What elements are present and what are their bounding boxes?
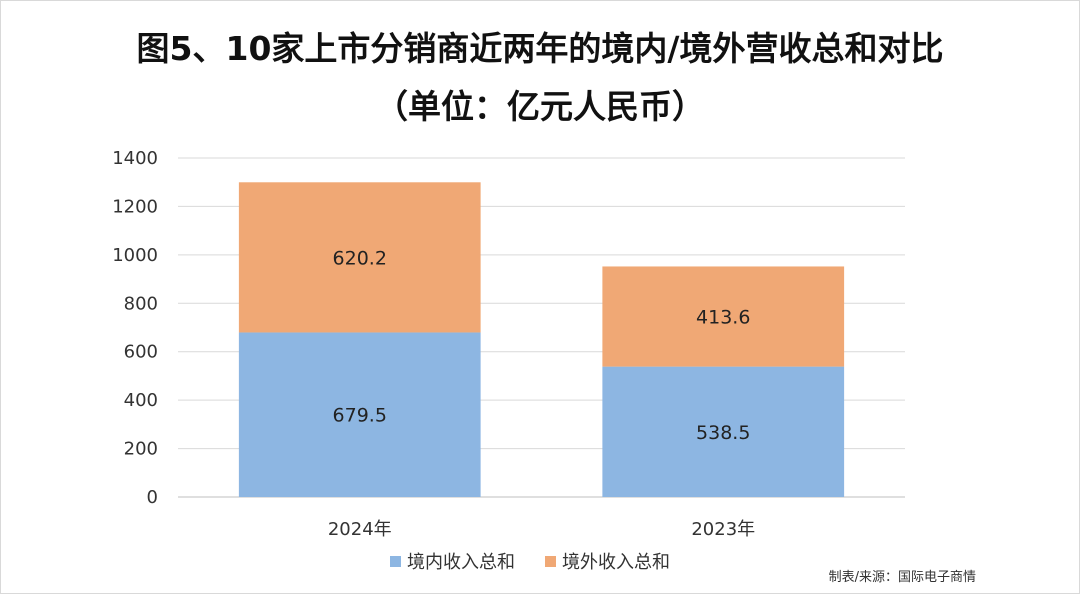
y-tick-label: 800: [124, 293, 158, 314]
y-tick-label: 400: [124, 390, 158, 411]
x-category-label: 2024年: [328, 519, 392, 540]
data-label-domestic: 538.5: [696, 422, 750, 444]
legend-item-overseas: 境外收入总和: [545, 548, 670, 574]
y-tick-label: 1400: [112, 148, 158, 169]
source-note: 制表/来源：国际电子商情: [828, 570, 976, 585]
legend-label-overseas: 境外收入总和: [562, 552, 670, 573]
legend-swatch-overseas: [545, 555, 556, 567]
y-tick-label: 600: [124, 342, 158, 363]
y-tick-label: 200: [124, 439, 158, 460]
x-category-label: 2023年: [691, 519, 755, 540]
data-label-overseas: 413.6: [696, 307, 750, 329]
chart-legend: 境内收入总和 境外收入总和: [390, 548, 700, 574]
legend-label-domestic: 境内收入总和: [407, 552, 515, 573]
bar-overseas: [238, 182, 481, 333]
data-label-domestic: 679.5: [333, 405, 387, 427]
y-tick-label: 1200: [112, 196, 158, 217]
legend-swatch-domestic: [390, 555, 401, 567]
bar-domestic: [602, 366, 845, 497]
bar-overseas: [602, 266, 845, 367]
chart-title: 图5、10家上市分销商近两年的境内/境外营收总和对比: [136, 29, 944, 68]
y-tick-label: 1000: [112, 245, 158, 266]
chart-subtitle: （单位：亿元人民币）: [375, 87, 705, 126]
legend-item-domestic: 境内收入总和: [390, 548, 515, 574]
y-tick-label: 0: [147, 487, 158, 508]
data-label-overseas: 620.2: [333, 247, 387, 269]
bar-domestic: [238, 332, 481, 497]
